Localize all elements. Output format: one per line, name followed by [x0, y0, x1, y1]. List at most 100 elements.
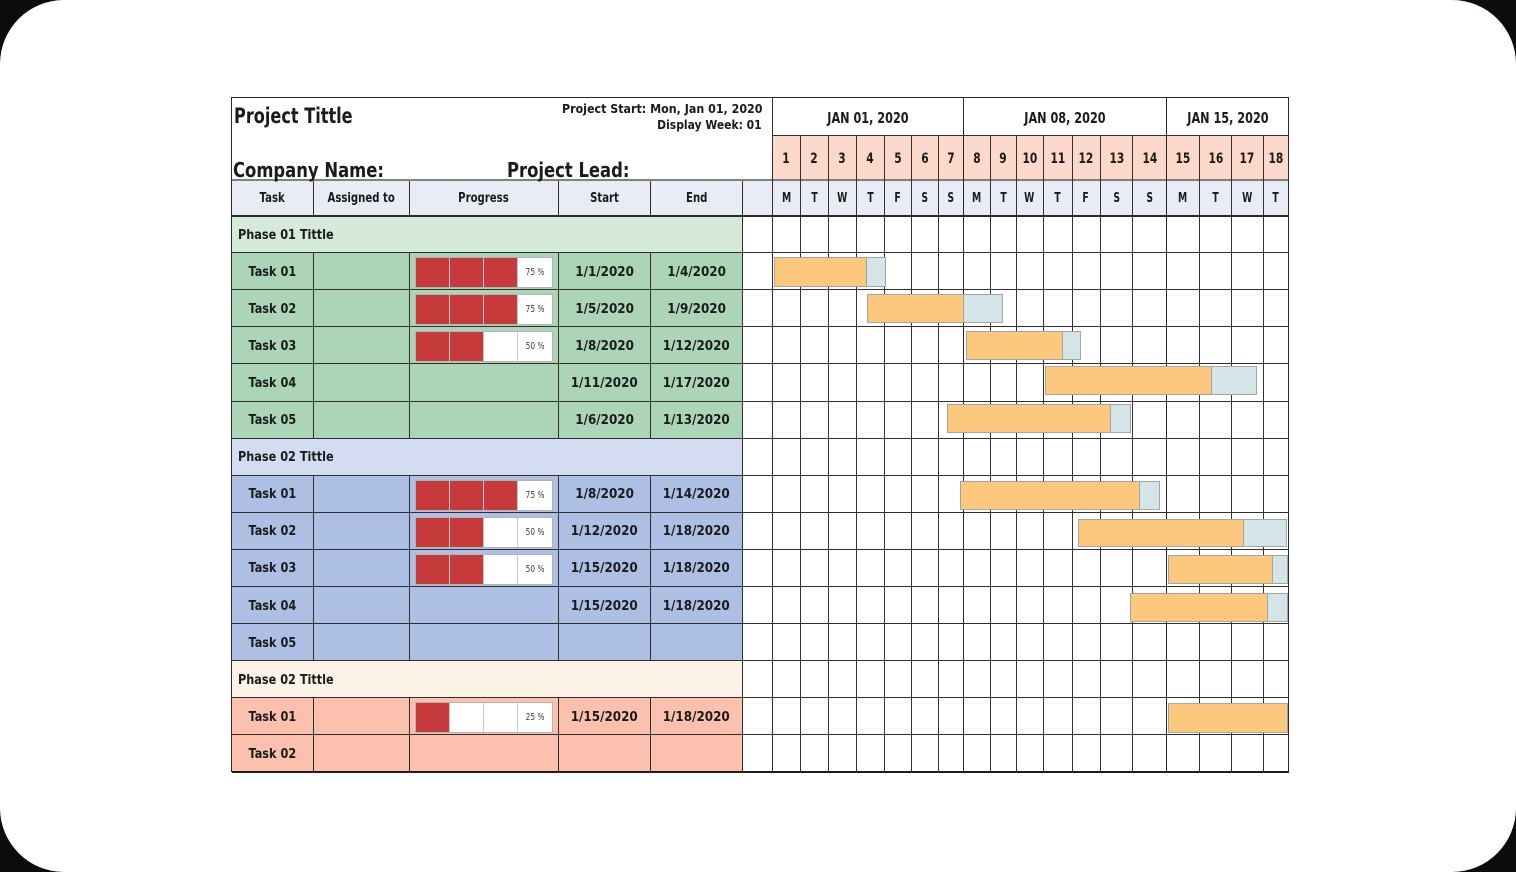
- day-grid-line: [1072, 136, 1073, 773]
- weekday-letter: S: [938, 181, 963, 216]
- task-end-date: 1/12/2020: [651, 328, 743, 365]
- progress-segment-separator: [483, 332, 485, 362]
- day-grid-line: [938, 136, 939, 773]
- progress-indicator: 50 %: [414, 553, 553, 585]
- column-separator: [650, 698, 651, 772]
- progress-segment: [415, 480, 450, 510]
- day-number: 15: [1167, 137, 1200, 182]
- task-start-date: 1/6/2020: [558, 402, 651, 439]
- task-end-date: 1/9/2020: [651, 291, 743, 328]
- weekday-letter-text: T: [866, 190, 874, 206]
- project-start-line-text: Project Start: Mon, Jan 01, 2020: [561, 102, 762, 118]
- column-header-task-text: Task: [259, 190, 285, 206]
- gantt-bar-completed: [966, 331, 1063, 359]
- weekday-letter-text: M: [971, 190, 982, 206]
- phase-title: Phase 02 Tittle: [238, 662, 538, 699]
- progress-percent-label: 75 %: [518, 258, 552, 287]
- task-end-date-text: 1/17/2020: [662, 375, 731, 391]
- row-line: [232, 623, 1289, 624]
- task-name: Task 03: [232, 550, 314, 587]
- weekday-letter: F: [884, 181, 911, 216]
- day-number: 12: [1072, 137, 1100, 182]
- weekday-letter-text: T: [999, 190, 1007, 206]
- week-label: JAN 01, 2020: [773, 99, 964, 138]
- weekday-letter-text: T: [1272, 190, 1279, 206]
- phase-title: Phase 02 Tittle: [238, 439, 538, 476]
- column-separator: [409, 698, 410, 772]
- task-end-date: 1/18/2020: [651, 550, 743, 587]
- gantt-bar-completed: [1169, 556, 1274, 583]
- weekday-letter-text: S: [947, 190, 954, 206]
- day-number: 3: [828, 137, 856, 182]
- gantt-bar: [774, 257, 886, 288]
- end-column-separator: [742, 181, 743, 773]
- row-line: [232, 660, 1289, 661]
- project-start-line: Project Start: Mon, Jan 01, 2020: [480, 102, 762, 117]
- column-header-start: Start: [558, 181, 651, 216]
- day-number-text: 8: [972, 151, 981, 167]
- progress-segment-separator: [483, 703, 485, 733]
- column-separator: [650, 475, 651, 661]
- weekday-letter-text: W: [1024, 190, 1035, 206]
- task-end-date-text: 1/12/2020: [662, 338, 731, 354]
- progress-segment: [483, 258, 518, 288]
- task-name-text: Task 05: [248, 635, 297, 651]
- gantt-bar-completed: [961, 481, 1140, 509]
- column-separator: [558, 698, 559, 772]
- progress-segment: [415, 517, 450, 547]
- company-name-label-text: Company Name:: [233, 157, 384, 182]
- task-end-date: 1/18/2020: [651, 588, 743, 625]
- day-number-text: 15: [1175, 151, 1191, 167]
- weekday-letter-text: S: [921, 190, 928, 206]
- table-bottom-border: [232, 771, 1289, 773]
- day-grid-line: [1199, 136, 1200, 773]
- gantt-bar: [1168, 703, 1289, 733]
- progress-segment-separator: [449, 703, 451, 733]
- header-gray-line: [232, 179, 1289, 181]
- task-name-text: Task 01: [248, 487, 297, 503]
- progress-segment-separator: [483, 258, 485, 288]
- task-end-date: 1/17/2020: [651, 365, 743, 402]
- phase-title-text: Phase 01 Tittle: [237, 226, 334, 243]
- row-line: [232, 401, 1289, 402]
- progress-percent-text: 50 %: [525, 563, 545, 575]
- day-number-text: 11: [1050, 151, 1065, 167]
- task-start-date-text: 1/6/2020: [574, 413, 634, 428]
- task-start-date: 1/8/2020: [558, 476, 651, 513]
- day-number-text: 10: [1022, 151, 1037, 167]
- gantt-bar-completed: [1046, 366, 1213, 394]
- gantt-bar-completed: [775, 258, 867, 287]
- task-name-text: Task 04: [248, 375, 297, 391]
- column-header-end-text: End: [685, 190, 708, 206]
- gantt-bar: [960, 480, 1160, 510]
- task-start-date-text: 1/1/2020: [574, 264, 634, 280]
- column-separator: [313, 475, 314, 661]
- task-name-text: Task 04: [248, 598, 297, 614]
- table-top-border: [232, 97, 1289, 98]
- weekday-letter-text: S: [1146, 190, 1154, 206]
- weekday-letter-text: F: [894, 190, 901, 206]
- day-grid-line: [1043, 136, 1044, 773]
- task-name: Task 04: [232, 365, 314, 402]
- column-separator: [409, 475, 410, 661]
- day-number-text: 17: [1239, 151, 1255, 167]
- progress-segment: [415, 554, 450, 584]
- column-separator: [409, 181, 410, 216]
- gantt-bar-completed: [1131, 594, 1268, 621]
- weekday-letter: W: [1016, 181, 1043, 216]
- week-label-text: JAN 08, 2020: [1024, 109, 1106, 127]
- task-start-date-text: 1/11/2020: [570, 375, 638, 391]
- day-grid-line: [1132, 136, 1133, 773]
- weekday-letter-text: S: [1113, 190, 1120, 206]
- day-grid-line: [828, 136, 829, 773]
- day-number: 4: [856, 137, 884, 182]
- task-row-band: [231, 363, 743, 401]
- progress-segment: [449, 258, 484, 288]
- progress-segment-separator: [517, 295, 519, 325]
- weekday-letter: W: [1232, 181, 1264, 216]
- day-number-text: 4: [866, 151, 874, 167]
- day-number: 5: [884, 137, 911, 182]
- day-grid-line: [1100, 136, 1101, 773]
- day-number-text: 7: [946, 151, 955, 167]
- weekday-letter: T: [990, 181, 1016, 216]
